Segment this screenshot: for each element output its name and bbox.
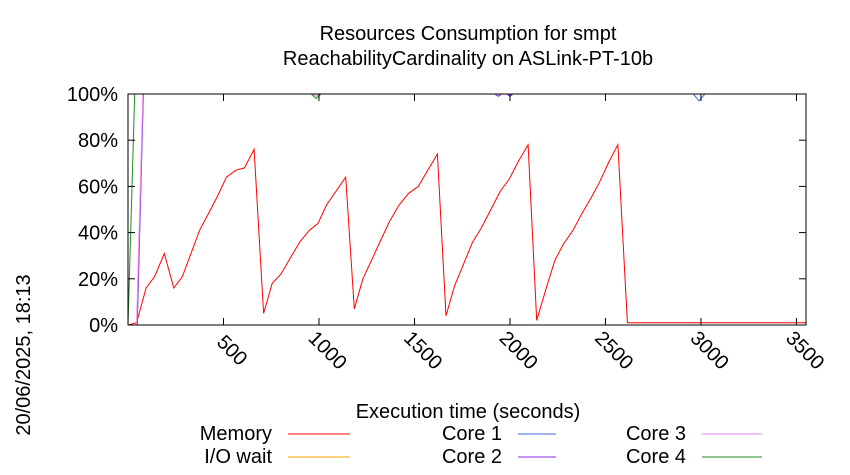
y-tick-label: 80%: [78, 130, 118, 152]
tick-layer: 0% 20% 40% 60% 80% 100% 500 1000 1500 2000 2500 300…: [67, 84, 828, 374]
x-axis-label: Execution time (seconds): [356, 401, 581, 423]
y-tick-label: 20%: [78, 269, 118, 291]
series-line-core-3: [128, 93, 806, 326]
y-tick-label: 40%: [78, 223, 118, 245]
x-tick-label: 3000: [686, 327, 733, 374]
x-tick-label: 1000: [304, 327, 351, 374]
x-tick-label: 2500: [590, 327, 637, 374]
chart-title-line2: ReachabilityCardinality on ASLink-PT-10b: [283, 48, 653, 70]
x-tick-label: 2000: [495, 327, 542, 374]
series-layer: [127, 93, 806, 326]
legend-label-i-o-wait: I/O wait: [204, 446, 272, 468]
legend-label-memory: Memory: [200, 423, 272, 445]
series-line-core-1: [128, 93, 806, 326]
y-tick-label: 60%: [78, 176, 118, 198]
plot-frame: [127, 93, 807, 326]
y-tick-label: 0%: [89, 315, 118, 337]
legend-label-core-4: Core 4: [626, 446, 686, 468]
legend-label-core-1: Core 1: [442, 423, 502, 445]
y-tick-label: 100%: [67, 84, 118, 106]
x-tick-label: 500: [212, 331, 251, 370]
series-line-core-4: [127, 93, 806, 326]
series-line-core-2: [128, 93, 806, 326]
timestamp-label: 20/06/2025, 18:13: [13, 274, 35, 435]
legend-label-core-2: Core 2: [442, 446, 502, 468]
chart-title-line1: Resources Consumption for smpt: [320, 23, 617, 45]
x-tick-label: 3500: [781, 327, 828, 374]
x-tick-label: 1500: [399, 327, 446, 374]
series-line-memory: [127, 142, 806, 326]
legend-label-core-3: Core 3: [626, 423, 686, 445]
